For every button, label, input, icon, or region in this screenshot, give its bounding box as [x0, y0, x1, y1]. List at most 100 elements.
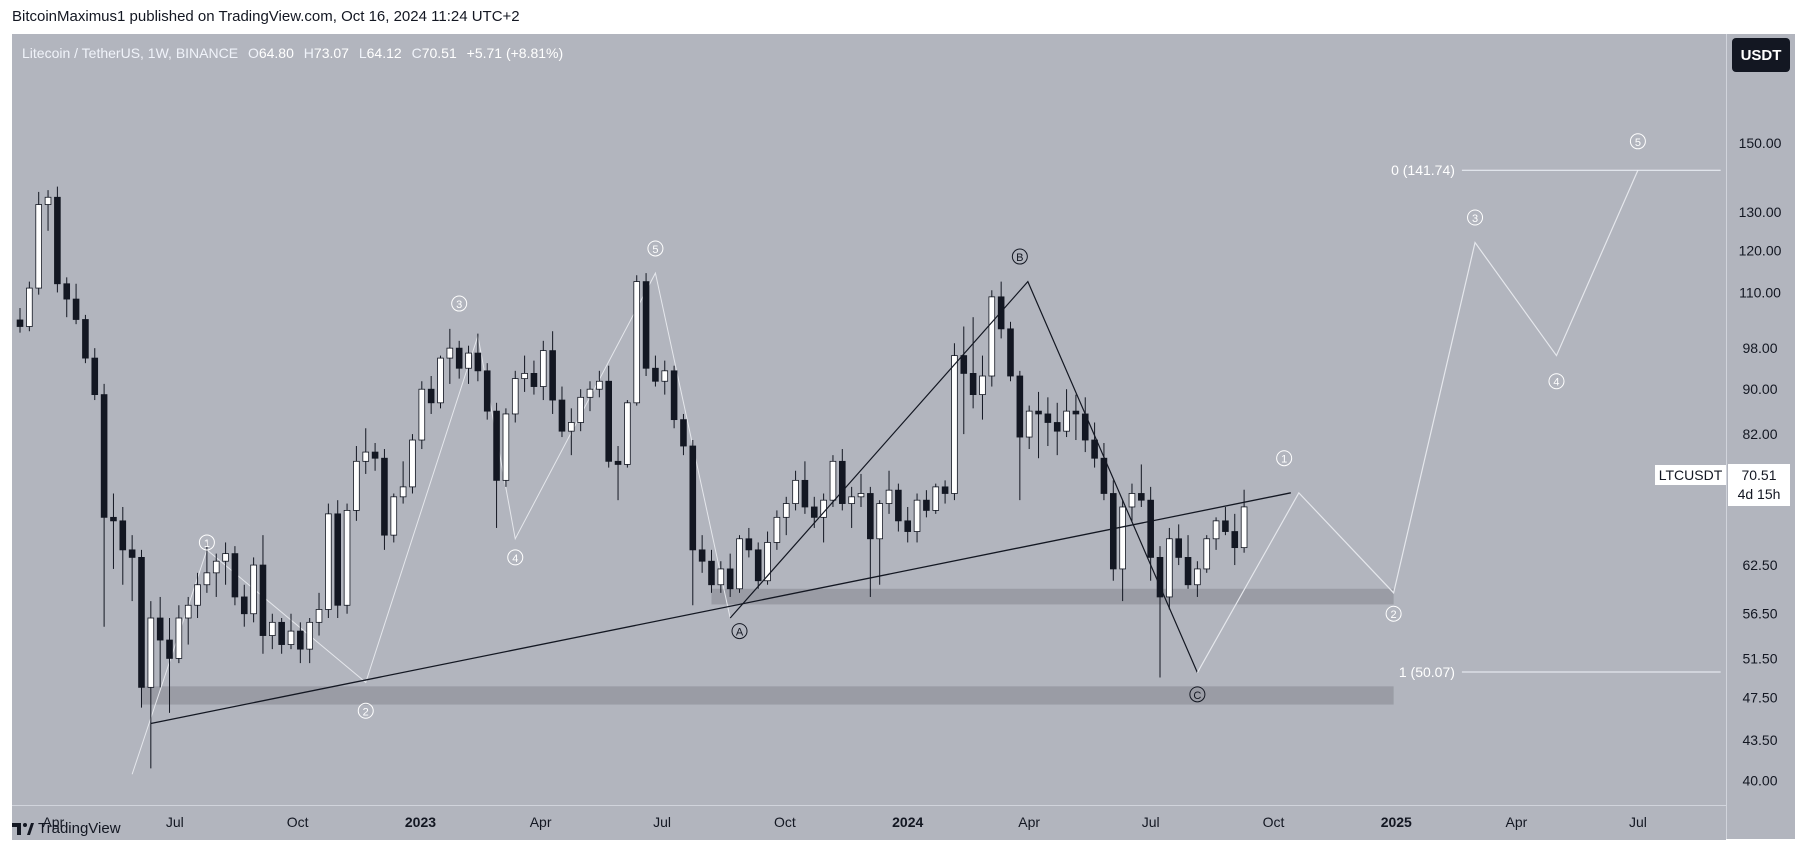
- candle-body: [306, 621, 313, 650]
- candle-body: [399, 486, 407, 498]
- candle-body: [689, 445, 697, 551]
- candle: [147, 601, 155, 769]
- candle-body: [1044, 413, 1052, 423]
- tradingview-logo-icon: [12, 822, 34, 835]
- price-tick-label: 130.00: [1739, 204, 1782, 220]
- candle: [437, 355, 444, 409]
- candle-body: [147, 617, 155, 688]
- candle-body: [530, 373, 538, 387]
- candle: [979, 355, 986, 420]
- candle: [689, 440, 697, 606]
- candle: [1147, 486, 1154, 581]
- time-axis[interactable]: [12, 805, 1726, 840]
- wave-label-circle: [1189, 686, 1206, 703]
- candle: [736, 535, 743, 593]
- price-axis[interactable]: [1726, 34, 1795, 839]
- candle: [1175, 524, 1182, 566]
- candle: [343, 503, 351, 614]
- candle-body: [278, 621, 285, 645]
- candle: [502, 408, 510, 487]
- candle-body: [848, 496, 855, 504]
- candle: [904, 506, 912, 543]
- candle-body: [857, 493, 865, 498]
- candle: [1222, 506, 1229, 536]
- candle-body: [577, 396, 584, 423]
- candle-body: [483, 370, 491, 412]
- candle: [1128, 483, 1136, 521]
- ascending-trendline: [150, 492, 1291, 725]
- candle: [988, 290, 996, 387]
- candle: [624, 400, 631, 468]
- wave-label: 2: [1385, 605, 1402, 622]
- candle-body: [1025, 410, 1033, 438]
- candle: [642, 273, 650, 377]
- close-value: 70.51: [421, 45, 457, 61]
- candle-body: [670, 370, 678, 421]
- candle-body: [1231, 531, 1239, 549]
- candle: [82, 314, 89, 364]
- symbol-title[interactable]: Litecoin / TetherUS, 1W, BINANCE: [22, 45, 239, 61]
- candle: [829, 455, 837, 507]
- candle-body: [941, 486, 949, 494]
- candle: [530, 360, 538, 395]
- candle: [586, 381, 594, 412]
- candle-body: [568, 422, 575, 432]
- candle-body: [979, 375, 986, 396]
- candle-body: [1035, 410, 1042, 415]
- wave-label: B: [1011, 248, 1028, 265]
- candle-body: [474, 352, 482, 372]
- candle: [54, 186, 61, 293]
- candle: [745, 527, 753, 558]
- candle-body: [614, 460, 622, 465]
- candle: [390, 493, 398, 543]
- candle-body: [1156, 557, 1164, 598]
- wave-label-circle: [647, 240, 664, 257]
- price-tick-label: 40.00: [1742, 772, 1777, 788]
- candle-body: [1053, 422, 1061, 432]
- time-tick-label: Jul: [653, 814, 671, 830]
- wave-label: 5: [1629, 133, 1646, 150]
- candle-body: [642, 281, 650, 369]
- candle-body: [465, 352, 472, 369]
- tradingview-logo[interactable]: TradingView: [12, 820, 121, 837]
- candle: [1240, 489, 1248, 553]
- price-tick-label: 90.00: [1742, 381, 1777, 397]
- candle: [409, 434, 416, 494]
- candle-body: [240, 596, 248, 615]
- wave-label-text: B: [1016, 252, 1023, 264]
- candle-body: [16, 319, 24, 327]
- candle: [455, 340, 463, 379]
- candle-body: [839, 460, 846, 504]
- candle: [614, 446, 622, 501]
- wave-label: 3: [1467, 209, 1484, 226]
- candle: [194, 572, 201, 619]
- candle-body: [698, 549, 706, 562]
- candle-body: [829, 460, 837, 501]
- currency-button[interactable]: USDT: [1732, 38, 1790, 72]
- candle: [381, 449, 388, 550]
- price-tick-label: 47.50: [1742, 689, 1777, 705]
- price-tick-label: 98.00: [1742, 340, 1777, 356]
- candle: [63, 277, 71, 318]
- wave-label-circle: [357, 702, 374, 719]
- candle-body: [409, 439, 416, 488]
- chart-area[interactable]: [12, 34, 1726, 805]
- candle-body: [511, 378, 519, 415]
- time-tick-label: Jul: [166, 814, 184, 830]
- candle: [1231, 513, 1239, 566]
- price-tick-label: 43.50: [1742, 732, 1777, 748]
- candle-body: [110, 516, 117, 522]
- candle-body: [782, 503, 790, 518]
- candle: [848, 486, 855, 528]
- candle: [175, 605, 183, 664]
- candle-body: [801, 479, 809, 508]
- wave-label-circle: [1548, 373, 1565, 390]
- candle-body: [287, 630, 295, 645]
- candle: [427, 376, 435, 414]
- candle: [511, 370, 519, 423]
- candle: [1016, 370, 1024, 501]
- candle: [568, 408, 575, 456]
- candle: [1063, 389, 1070, 438]
- candle-body: [988, 296, 996, 377]
- candle: [297, 622, 304, 664]
